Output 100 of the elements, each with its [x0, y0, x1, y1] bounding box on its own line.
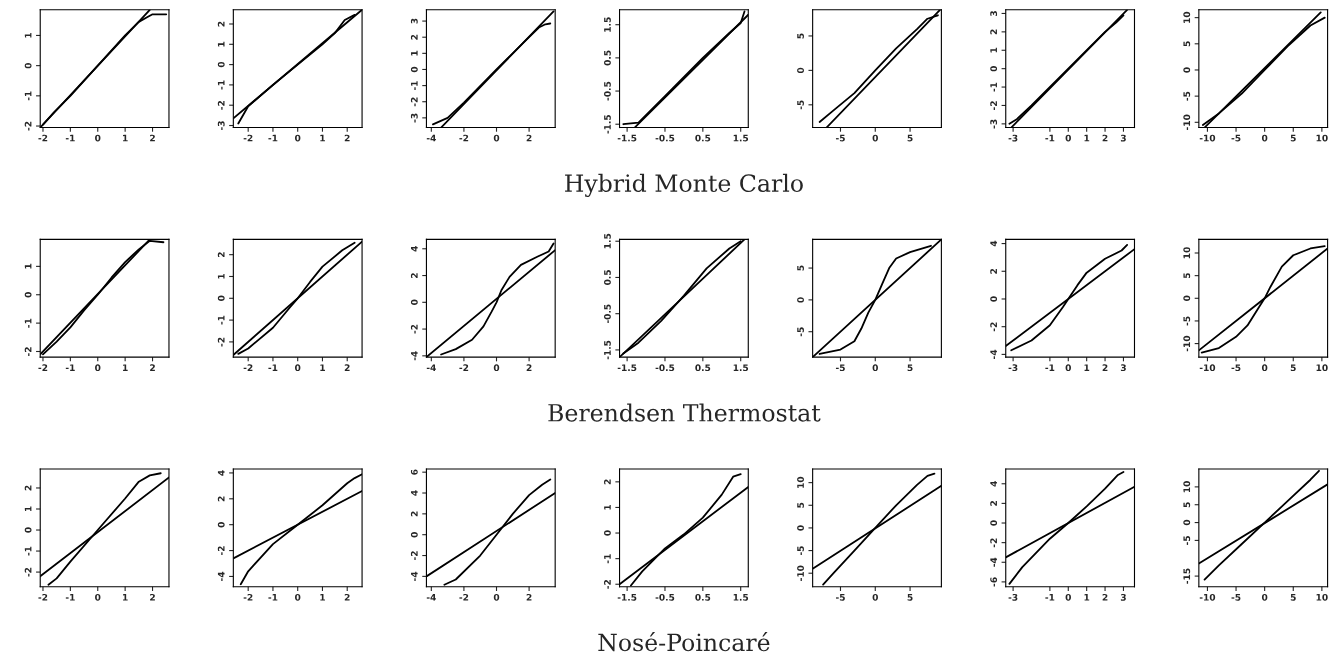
y-tick-label: -2 [990, 101, 997, 110]
y-tick-label: 4 [411, 246, 418, 252]
x-tick-label: -2 [38, 364, 48, 371]
y-tick-label: 5 [1183, 41, 1191, 47]
x-tick-label: -2 [38, 134, 48, 142]
y-tick-label: -2 [410, 551, 418, 561]
x-tick-label: 5 [907, 594, 913, 601]
y-tick-label: 0 [797, 297, 804, 303]
y-tick-label: 5 [1183, 502, 1191, 508]
y-tick-label: -2 [24, 347, 32, 357]
y-tick-label: 10 [1183, 247, 1191, 259]
y-tick-label: -5 [797, 100, 804, 110]
x-tick-label: 0 [1261, 593, 1268, 601]
x-tick-label: 0 [1065, 364, 1071, 372]
y-tick-label: -2 [217, 546, 225, 556]
y-tick-label: -2 [24, 567, 32, 577]
y-tick-label: 2 [217, 252, 225, 258]
y-tick-label: 1 [24, 506, 32, 512]
y-tick-label: 0 [24, 527, 32, 533]
x-tick-label: 0 [493, 134, 500, 142]
y-tick-label: 1.5 [604, 233, 611, 249]
x-tick-label: 0.5 [695, 364, 711, 372]
x-tick-label: 2 [344, 134, 350, 142]
x-tick-label: -10 [1199, 593, 1216, 601]
y-tick-label: -1 [217, 315, 225, 325]
x-tick-label: 1 [1084, 364, 1090, 371]
x-tick-label: 1 [123, 134, 128, 142]
x-tick-label: 0 [1065, 134, 1071, 142]
y-tick-label: -10 [1183, 114, 1191, 130]
y-tick-label: 0 [24, 292, 32, 298]
y-tick-label: -2 [990, 322, 997, 332]
x-tick-label: -2 [459, 134, 469, 142]
y-tick-label: -1 [24, 546, 32, 556]
x-tick-label: 1 [320, 134, 325, 142]
x-tick-label: -5 [1231, 364, 1241, 372]
y-tick-label: 1 [24, 263, 32, 269]
x-tick-label: 1 [123, 364, 128, 371]
x-tick-label: 2 [526, 134, 532, 142]
y-tick-label: 5 [797, 502, 804, 508]
x-tick-label: 10 [1316, 364, 1328, 372]
x-tick-label: -5 [1231, 134, 1241, 142]
y-tick-label: -4 [990, 349, 997, 359]
x-tick-label: 5 [907, 364, 913, 372]
y-tick-label: -3 [410, 113, 418, 123]
y-tick-label: 0.5 [604, 270, 611, 286]
y-tick-label: 0 [990, 65, 998, 72]
x-tick-label: 3 [1120, 364, 1126, 372]
y-tick-label: 2 [990, 501, 997, 506]
y-tick-label: 0 [217, 295, 225, 301]
y-tick-label: 2 [990, 29, 997, 35]
x-tick-label: 2 [150, 134, 155, 142]
y-tick-label: 0 [797, 525, 804, 531]
x-tick-label: 0 [872, 134, 878, 142]
x-tick-label: 1 [320, 594, 325, 601]
y-tick-label: 1 [990, 47, 997, 53]
x-tick-label: -1 [65, 134, 75, 142]
x-tick-label: 0 [294, 364, 301, 372]
x-tick-label: 0 [95, 364, 101, 372]
x-tick-label: 5 [1290, 594, 1296, 601]
x-tick-label: -1.5 [617, 594, 637, 601]
x-tick-label: -10 [1199, 364, 1216, 372]
y-tick-label: -4 [990, 557, 997, 567]
y-tick-label: 0 [604, 530, 611, 536]
y-tick-label: 5 [797, 33, 804, 39]
x-tick-label: 0.5 [695, 134, 711, 142]
y-tick-label: -6 [990, 577, 998, 587]
y-tick-label: -0.5 [604, 304, 611, 324]
x-axis-title: Berendsen Thermostat [548, 403, 821, 422]
y-tick-label: 1 [604, 504, 611, 510]
y-tick-label: 5 [1183, 273, 1191, 279]
y-tick-label: -3 [990, 119, 998, 129]
y-tick-label: 2 [410, 273, 418, 278]
x-tick-label: 3 [1120, 134, 1126, 142]
x-tick-label: 2 [1102, 134, 1108, 142]
x-tick-label: 1.5 [733, 594, 749, 601]
x-tick-label: -0.5 [655, 134, 675, 142]
y-tick-label: -10 [797, 565, 804, 581]
y-tick-label: 0 [217, 61, 225, 68]
y-tick-label: 10 [1183, 481, 1191, 493]
x-tick-label: -4 [426, 364, 436, 371]
x-tick-label: -2 [243, 364, 253, 371]
x-tick-label: 0 [294, 134, 301, 142]
y-tick-label: 10 [1183, 11, 1191, 23]
y-tick-label: 2 [410, 511, 418, 517]
y-tick-label: 2 [217, 496, 225, 502]
y-tick-label: 4 [990, 481, 997, 487]
x-tick-label: -10 [1199, 134, 1216, 142]
x-tick-label: -0.5 [655, 593, 675, 601]
y-tick-label: 4 [990, 240, 997, 247]
x-tick-label: -5 [835, 134, 845, 142]
x-tick-label: -2 [459, 364, 469, 371]
x-tick-label: -1 [268, 594, 278, 601]
x-tick-label: 1.5 [733, 134, 749, 142]
x-tick-label: -2 [459, 593, 469, 601]
y-tick-label: 0 [410, 531, 418, 538]
y-tick-label: 3 [990, 11, 998, 16]
y-tick-label: -2 [24, 121, 32, 131]
x-axis-title: Nosé-Poincaré [598, 632, 770, 652]
y-tick-label: -3 [217, 121, 225, 131]
x-tick-label: 2 [526, 364, 532, 371]
